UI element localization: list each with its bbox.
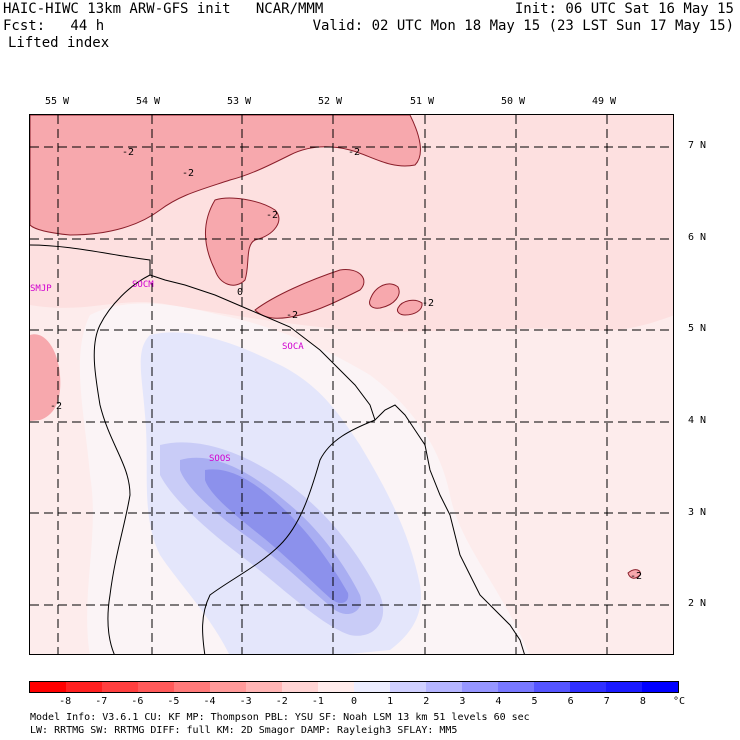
lon-label: 54 W	[136, 96, 161, 107]
colorbar-tick-label: -2	[275, 696, 288, 707]
colorbar-tick-label: 5	[531, 696, 538, 707]
colorbar-tick-label: -6	[131, 696, 144, 707]
contour-label: 0	[237, 287, 243, 298]
field-name: Lifted index	[8, 35, 110, 51]
colorbar-tick-label: -3	[239, 696, 252, 707]
colorbar-tick-label: 2	[423, 696, 430, 707]
valid-time: Valid: 02 UTC Mon 18 May 15 (23 LST Sun …	[312, 18, 734, 34]
colorbar-swatch	[138, 682, 174, 692]
lon-label: 53 W	[227, 96, 252, 107]
colorbar-tick-label: -5	[167, 696, 180, 707]
colorbar-tick-label: -4	[203, 696, 216, 707]
lat-label: 6 N	[688, 232, 707, 243]
station-label: SOCA	[282, 342, 304, 352]
unstable-area-east	[254, 269, 365, 319]
station-label: SOOS	[209, 454, 231, 464]
colorbar-swatch	[642, 682, 678, 692]
lat-label: 4 N	[688, 415, 707, 426]
header-title: HAIC-HIWC 13km ARW-GFS init NCAR/MMM	[3, 1, 324, 17]
lon-label: 50 W	[501, 96, 526, 107]
contour-label: -2	[286, 310, 298, 321]
colorbar-swatch	[390, 682, 426, 692]
colorbar-tick-label: 0	[350, 696, 358, 707]
model-info-line2: LW: RRTMG SW: RRTMG DIFF: full KM: 2D Sm…	[30, 725, 458, 736]
colorbar-swatch	[66, 682, 102, 692]
colorbar-tick-label: 7	[603, 696, 610, 707]
colorbar-swatch	[534, 682, 570, 692]
unstable-blob	[627, 569, 641, 579]
colorbar-swatch	[30, 682, 66, 692]
lon-label: 55 W	[45, 96, 70, 107]
lifted-index-map: -2 -2 -2 -2 -2 -2 -2 -2 0	[30, 115, 673, 654]
unstable-area-west	[30, 334, 61, 421]
lon-label: 51 W	[410, 96, 435, 107]
lat-label: 7 N	[688, 140, 707, 151]
colorbar-swatch	[282, 682, 318, 692]
contour-label: -2	[266, 210, 278, 221]
colorbar-tick-label: 3	[459, 696, 466, 707]
colorbar-swatch	[210, 682, 246, 692]
unstable-area-north	[30, 115, 421, 236]
colorbar-tick-label: -1	[311, 696, 324, 707]
colorbar	[29, 681, 679, 693]
border-west	[30, 244, 151, 654]
unstable-blob	[397, 299, 423, 316]
model-info-line1: Model Info: V3.6.1 CU: KF MP: Thompson P…	[30, 712, 530, 723]
contour-label: -2	[122, 147, 134, 158]
colorbar-unit: °C	[672, 696, 686, 707]
map-panel: -2 -2 -2 -2 -2 -2 -2 -2 0 SMJP SOCM SOCA…	[29, 114, 674, 655]
graticule	[30, 115, 673, 654]
init-time: Init: 06 UTC Sat 16 May 15	[514, 1, 734, 17]
station-label: SOCM	[132, 280, 154, 290]
lon-label: 49 W	[592, 96, 617, 107]
station-label: SMJP	[30, 284, 52, 294]
colorbar-swatch	[498, 682, 534, 692]
colorbar-swatch	[462, 682, 498, 692]
colorbar-tick-label: 8	[639, 696, 646, 707]
colorbar-tick-label: 6	[567, 696, 574, 707]
colorbar-swatch	[102, 682, 138, 692]
colorbar-swatch	[426, 682, 462, 692]
colorbar-tick-label: -7	[95, 696, 108, 707]
colorbar-tick-label: 4	[495, 696, 502, 707]
border-east	[202, 419, 376, 654]
colorbar-swatch	[174, 682, 210, 692]
contour-label: -2	[348, 147, 360, 158]
colorbar-swatch	[246, 682, 282, 692]
colorbar-tick-label: 1	[387, 696, 394, 707]
stable-core	[205, 469, 349, 604]
colorbar-tick-label: -8	[59, 696, 72, 707]
colorbar-swatch	[606, 682, 642, 692]
contour-label: -2	[630, 571, 642, 582]
contour-label: -2	[182, 168, 194, 179]
colorbar-swatch	[318, 682, 354, 692]
contour-label: -2	[422, 298, 434, 309]
lat-label: 3 N	[688, 507, 707, 518]
lat-label: 2 N	[688, 598, 707, 609]
lon-label: 52 W	[318, 96, 343, 107]
forecast-hour: Fcst: 44 h	[3, 18, 105, 34]
unstable-blob	[369, 283, 400, 309]
colorbar-swatch	[354, 682, 390, 692]
coastline	[149, 274, 525, 654]
colorbar-swatch	[570, 682, 606, 692]
contour-label: -2	[50, 401, 62, 412]
lat-label: 5 N	[688, 323, 707, 334]
